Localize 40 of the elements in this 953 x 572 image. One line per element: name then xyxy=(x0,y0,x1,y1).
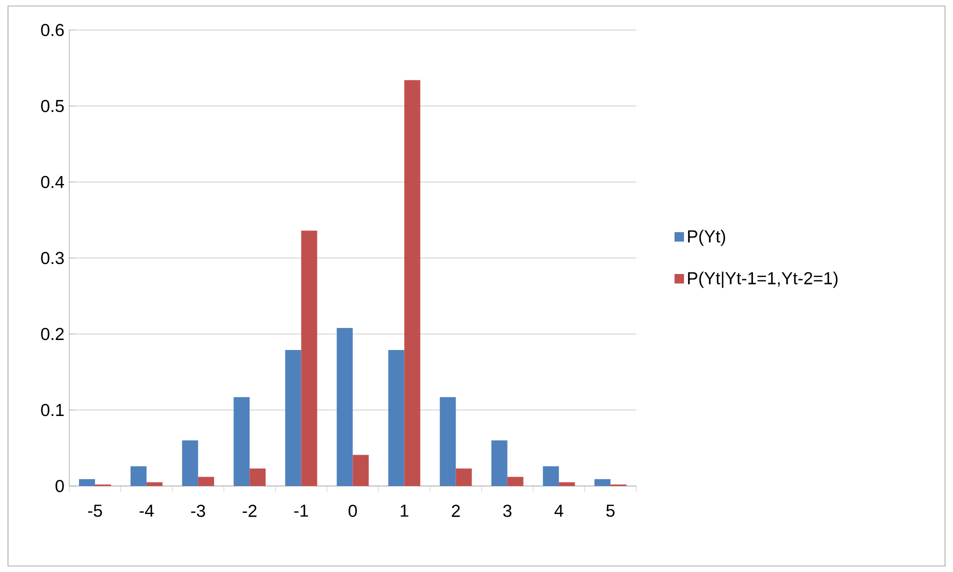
bar xyxy=(130,466,147,486)
bar xyxy=(542,466,559,486)
bar xyxy=(250,468,266,486)
y-tick-label: 0.4 xyxy=(41,176,64,188)
y-tick-label: 0 xyxy=(56,480,64,492)
bar xyxy=(594,479,610,486)
x-tick-label: 4 xyxy=(554,504,564,517)
bar xyxy=(507,476,524,486)
bar xyxy=(404,80,420,486)
x-tick-label: 5 xyxy=(606,504,615,517)
y-tick-label: 0.2 xyxy=(41,328,64,340)
x-tick-label: 0 xyxy=(348,504,357,517)
bar xyxy=(336,328,353,486)
bar xyxy=(456,468,472,486)
bar xyxy=(440,397,456,486)
y-tick-label: 0.5 xyxy=(41,100,64,112)
bar xyxy=(146,482,163,486)
bar xyxy=(352,454,369,486)
bar xyxy=(491,440,508,486)
legend-label: P(Yt) xyxy=(688,230,726,246)
bar xyxy=(234,397,250,486)
x-tick-label: 2 xyxy=(452,504,460,517)
bar xyxy=(388,350,404,486)
bar xyxy=(198,476,214,486)
bar xyxy=(301,230,318,486)
x-tick-label: -5 xyxy=(88,504,102,517)
x-tick-label: -2 xyxy=(242,504,256,517)
bar xyxy=(182,440,198,486)
x-tick-label: -3 xyxy=(191,504,206,517)
x-tick-label: 1 xyxy=(400,504,408,517)
bar xyxy=(558,482,575,486)
x-tick-label: -4 xyxy=(140,504,154,517)
y-tick-label: 0.1 xyxy=(41,404,64,416)
x-tick-label: -1 xyxy=(294,504,308,517)
y-tick-label: 0.6 xyxy=(41,24,64,36)
bar xyxy=(285,350,302,486)
x-tick-label: 3 xyxy=(503,504,512,517)
y-tick-label: 0.3 xyxy=(41,252,64,264)
legend-label: P(Yt|Yt-1=1,Yt-2=1) xyxy=(688,272,838,288)
bar xyxy=(79,479,96,486)
